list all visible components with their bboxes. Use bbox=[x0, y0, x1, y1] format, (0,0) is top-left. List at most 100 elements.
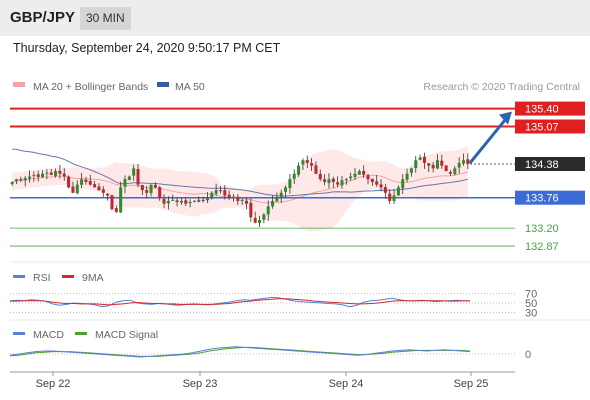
candle-body bbox=[158, 187, 162, 199]
candle-body bbox=[75, 184, 79, 194]
candle-body bbox=[54, 171, 58, 176]
candle-body bbox=[162, 199, 166, 204]
timeframe-badge[interactable]: 30 MIN bbox=[80, 7, 131, 30]
ma50-line bbox=[12, 148, 468, 197]
candle-body bbox=[344, 179, 348, 181]
level-labels: 135.40 135.07 134.38 133.76 133.20 132.87 bbox=[515, 101, 585, 253]
ma50-legend-swatch bbox=[157, 82, 169, 87]
candle-body bbox=[80, 179, 84, 185]
arrow-head bbox=[499, 111, 512, 125]
level-tag-135.07 bbox=[515, 119, 585, 134]
candle-body bbox=[318, 173, 322, 180]
rsi-ma-legend-label: 9MA bbox=[82, 272, 104, 284]
candle-body bbox=[149, 184, 153, 194]
candle-body bbox=[136, 169, 140, 185]
candle-body bbox=[123, 179, 127, 187]
level-label-133.20: 133.20 bbox=[525, 223, 559, 235]
ma20-legend-label: MA 20 + Bollinger Bands bbox=[33, 81, 148, 93]
rsi-legend-swatch bbox=[13, 275, 25, 278]
macd-legend-label: MACD bbox=[33, 329, 64, 341]
rsi-tick-label: 30 bbox=[525, 307, 537, 319]
candle-body bbox=[218, 190, 222, 192]
moving-averages bbox=[12, 148, 468, 204]
candle-body bbox=[19, 179, 23, 181]
macd-signal-legend-label: MACD Signal bbox=[95, 329, 158, 341]
candle-body bbox=[353, 173, 357, 178]
candle-body bbox=[448, 172, 452, 174]
candle-body bbox=[366, 175, 370, 180]
ma50-legend-label: MA 50 bbox=[175, 81, 205, 93]
candle-body bbox=[171, 199, 175, 201]
candle-body bbox=[262, 214, 266, 220]
candle-body bbox=[440, 160, 444, 166]
candle-body bbox=[362, 171, 366, 175]
candle-body bbox=[106, 193, 110, 196]
rsi-tick-label: 50 bbox=[525, 298, 537, 310]
candle-body bbox=[444, 165, 448, 172]
timestamp: Thursday, September 24, 2020 9:50:17 PM … bbox=[13, 41, 281, 55]
candle-body bbox=[305, 160, 309, 163]
candle-body bbox=[166, 200, 170, 204]
candle-body bbox=[292, 173, 296, 179]
candle-body bbox=[153, 184, 157, 188]
candle-body bbox=[223, 190, 227, 196]
bollinger-bands bbox=[12, 147, 468, 232]
x-tick-label: Sep 22 bbox=[36, 378, 71, 390]
price-levels bbox=[10, 107, 585, 247]
candle-body bbox=[349, 176, 353, 179]
x-tick-label: Sep 24 bbox=[329, 378, 364, 390]
candle-body bbox=[288, 179, 292, 189]
candle-body bbox=[23, 178, 27, 181]
x-tick-label: Sep 23 bbox=[183, 378, 218, 390]
level-label-134.38: 134.38 bbox=[525, 159, 559, 171]
level-tag-135.40 bbox=[515, 101, 585, 116]
level-label-135.07: 135.07 bbox=[525, 122, 559, 134]
candle-body bbox=[71, 186, 75, 193]
candle-body bbox=[179, 200, 183, 203]
ma20-line bbox=[12, 171, 468, 204]
candle-body bbox=[310, 163, 314, 166]
candle-body bbox=[461, 160, 466, 164]
candle-body bbox=[314, 165, 318, 174]
candle-body bbox=[340, 180, 344, 186]
rsi-tick-label: 70 bbox=[525, 289, 537, 301]
macd-line bbox=[9, 346, 471, 358]
macd-panel: 0 bbox=[9, 346, 531, 361]
candle-body bbox=[145, 189, 149, 193]
candle-body bbox=[244, 200, 249, 204]
candle-body bbox=[466, 159, 470, 165]
candle-body bbox=[331, 178, 335, 182]
rsi-ma-legend-swatch bbox=[62, 275, 74, 278]
candle-body bbox=[401, 179, 405, 189]
candle-body bbox=[192, 200, 196, 202]
candle-body bbox=[431, 164, 435, 169]
ma20-legend-swatch bbox=[13, 82, 25, 87]
level-label-135.40: 135.40 bbox=[525, 104, 559, 116]
macd-legend-swatch bbox=[13, 332, 25, 335]
candle-body bbox=[93, 184, 97, 188]
candle-body bbox=[227, 194, 231, 199]
candle-body bbox=[427, 163, 431, 166]
candle-body bbox=[422, 156, 426, 163]
candle-body bbox=[275, 198, 279, 202]
candle-body bbox=[201, 199, 205, 201]
candle-body bbox=[323, 179, 327, 182]
candle-body bbox=[28, 176, 32, 179]
instrument-title: GBP/JPY bbox=[10, 9, 76, 26]
candle-body bbox=[49, 172, 53, 175]
candle-body bbox=[388, 193, 392, 201]
candle-body bbox=[175, 200, 179, 203]
candle-body bbox=[84, 179, 88, 182]
candle-body bbox=[375, 181, 379, 185]
top-bar: GBP/JPY 30 MIN bbox=[0, 0, 590, 36]
candle-body bbox=[214, 190, 218, 194]
candle-body bbox=[301, 160, 305, 165]
candle-body bbox=[36, 174, 40, 178]
candle-body bbox=[336, 182, 340, 185]
candle-body bbox=[370, 178, 374, 182]
bollinger-band-fill bbox=[12, 147, 468, 232]
candle-body bbox=[379, 184, 383, 188]
candle-body bbox=[405, 173, 409, 180]
candle-body bbox=[210, 192, 214, 198]
